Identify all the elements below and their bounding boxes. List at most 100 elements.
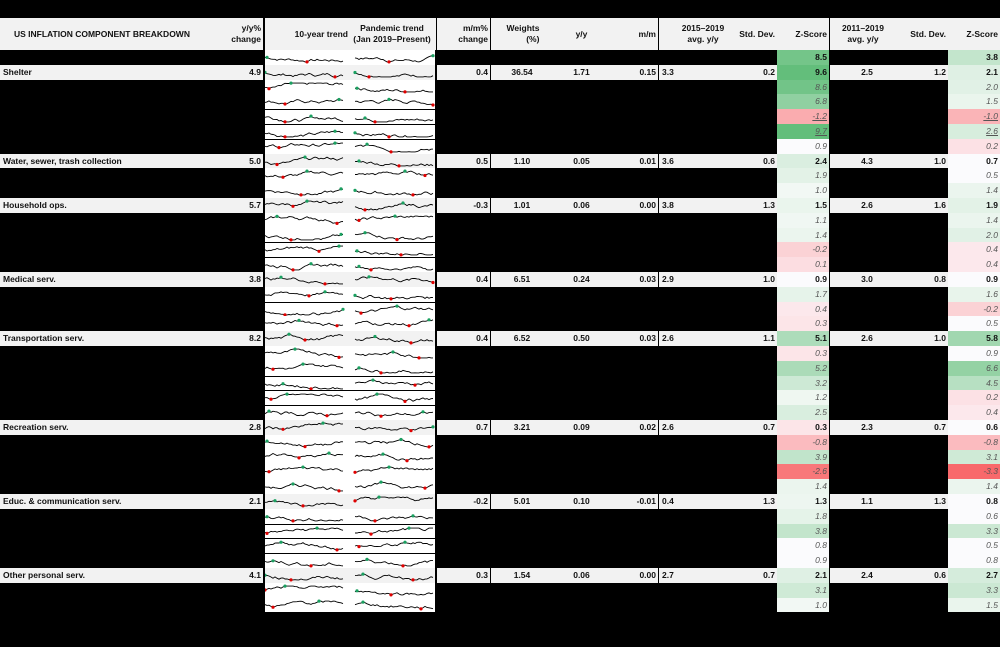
row-label: Shelter [0,64,263,80]
zscore-1: -2.6 [777,464,829,480]
zscore-2: 3.3 [948,523,1000,539]
sparkline-cell [265,360,435,376]
row-label: Other personal serv. [0,568,263,583]
subcomponent-row: 0.9 0.8 [0,553,1000,568]
mm-change: -0.2 [437,494,490,509]
avg-2011-2019: 4.3 [830,153,910,169]
subcomponent-row: 1.9 0.5 [0,168,1000,184]
zscore-2: 2.0 [948,79,1000,95]
zscore-2: -0.2 [948,301,1000,317]
weight: 3.21 [491,420,545,435]
zscore-2: 3.3 [948,582,1000,598]
sparkline-cell [265,257,435,272]
sparkline-chart [265,599,434,611]
yy-change: 4.9 [249,66,261,77]
yy-change: 3.8 [249,274,261,284]
sparkline-chart [265,169,434,180]
category-row: Medical serv. 3.8 0.4 6.51 0.24 0.03 2.9 1.0 3.0… [0,272,1000,287]
avg-2015-2019: 3.3 [659,64,735,80]
sparkline-chart [265,572,434,582]
yy-change: 4.1 [249,570,261,580]
zscore-1: 5.1 [777,331,829,346]
std-dev-1: 0.2 [735,64,777,80]
sparkline-cell [265,198,435,213]
zscore-1: 1.0 [777,183,829,198]
subcomponent-row: 1.2 0.2 [0,390,1000,406]
zscore-2: 1.4 [948,183,1000,198]
sparkline-chart [265,362,434,375]
contrib-yy: 0.24 [545,272,600,287]
zscore-1: 5.2 [777,360,829,376]
avg-2011-2019: 2.3 [830,420,910,435]
category-row: Household ops. 5.7 -0.3 1.01 0.06 0.00 3.8 1.3 2… [0,198,1000,213]
subcomponent-row: 6.8 1.5 [0,94,1000,110]
zscore-2: 0.5 [948,316,1000,332]
sparkline-chart [265,199,434,212]
zscore-2: 2.0 [948,227,1000,243]
sparkline-chart [265,70,434,79]
zscore-1: 9.6 [777,64,829,80]
zscore-2: 0.9 [948,346,1000,361]
subcomponent-row: 1.0 1.5 [0,597,1000,613]
std-dev-2: 0.6 [910,568,948,583]
avg-2011-2019: 3.0 [830,272,910,287]
avg-2011-2019: 2.6 [830,331,910,346]
zscore-2: 0.6 [948,508,1000,524]
sparkline-chart [265,129,434,139]
mm-change: 0.4 [437,331,490,346]
sparkline-chart [265,289,434,301]
contrib-mm: 0.01 [600,153,658,169]
sparkline-cell [265,449,435,465]
sparkline-cell [265,138,435,154]
avg-2015-2019: 3.6 [659,153,735,169]
zscore-1: 1.2 [777,390,829,406]
std-dev-1: 0.7 [735,420,777,435]
zscore-1: 0.1 [777,257,829,272]
sparkline-chart [265,244,434,257]
sparkline-chart [265,465,434,475]
contrib-mm: 0.00 [600,198,658,213]
sparkline-chart [265,495,434,508]
sparkline-cell [265,316,435,332]
category-row: Recreation serv. 2.8 0.7 3.21 0.09 0.02 2.6 0.7… [0,420,1000,435]
zscore-2: -0.8 [948,434,1000,450]
yy-change: 5.0 [249,155,261,166]
weight: 5.01 [491,494,545,509]
contrib-mm: -0.01 [600,494,658,509]
sparkline-chart [265,262,434,272]
header-std-dev-2: Std. Dev. [910,18,948,50]
sparkline-cell [265,212,435,228]
zscore-1: 3.2 [777,375,829,391]
avg-2011-2019: 2.6 [830,198,910,213]
subcomponent-row: 3.8 3.3 [0,523,1000,539]
zscore-2: 0.7 [948,153,1000,169]
sparkline-cell [265,50,435,65]
std-dev-1: 1.3 [735,198,777,213]
sparkline-cell [265,331,435,346]
header-zscore-1: Z-Score [777,18,829,50]
subcomponent-row: 9.7 2.6 [0,124,1000,139]
zscore-1: -0.2 [777,242,829,258]
sparkline-chart [265,214,434,225]
zscore-1: 1.0 [777,597,829,613]
contrib-yy: 0.06 [545,198,600,213]
subcomponent-row: 1.1 1.4 [0,212,1000,228]
zscore-2: 0.4 [948,405,1000,420]
zscore-1: 9.7 [777,124,829,139]
avg-2015-2019: 2.7 [659,568,735,583]
subcomponent-row: -2.6 -3.3 [0,464,1000,480]
header-pandemic-trend: Pandemic trend (Jan 2019–Present) [350,18,436,50]
sparkline-cell [265,582,435,598]
std-dev-2: 1.0 [910,331,948,346]
zscore-2: 0.9 [948,272,1000,287]
subcomponent-row: 1.8 0.6 [0,508,1000,524]
category-row: Other personal serv. 4.1 0.3 1.54 0.06 0.00 2.… [0,568,1000,583]
subcomponent-row: 5.2 6.6 [0,360,1000,376]
contrib-yy: 0.10 [545,494,600,509]
std-dev-2: 1.6 [910,198,948,213]
zscore-1: 3.9 [777,449,829,465]
contrib-yy: 0.50 [545,331,600,346]
sparkline-cell [265,301,435,317]
zscore-1: 1.3 [777,494,829,509]
sparkline-cell [265,153,435,169]
